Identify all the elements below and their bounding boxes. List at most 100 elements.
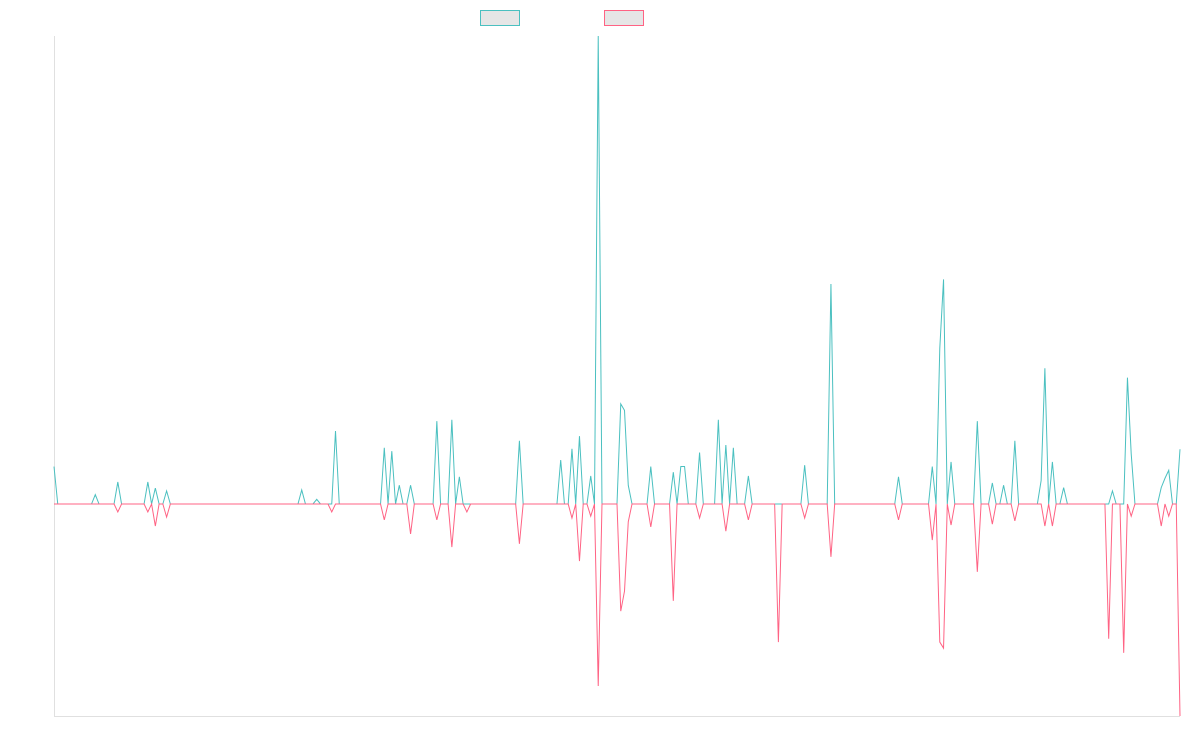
series-1-point-12[interactable]: [409, 484, 412, 487]
series-1-point-10[interactable]: [390, 450, 393, 453]
series-2-point-16[interactable]: [623, 590, 626, 593]
series-1-point-34[interactable]: [803, 464, 806, 467]
series-2-point-36[interactable]: [1107, 637, 1110, 640]
series-2-point-34[interactable]: [1043, 524, 1046, 527]
series-1-point-3[interactable]: [146, 481, 149, 484]
series-1-point-18[interactable]: [570, 447, 573, 450]
series-2-point-28[interactable]: [938, 641, 941, 644]
legend-item-series-1[interactable]: [480, 10, 520, 26]
series-2-point-26[interactable]: [897, 518, 900, 521]
series-1-point-13[interactable]: [435, 420, 438, 423]
series-2-point-24[interactable]: [803, 517, 806, 520]
series-2-point-32[interactable]: [991, 523, 994, 526]
series-2-point-12[interactable]: [578, 560, 581, 563]
series-1-point-47[interactable]: [1051, 460, 1054, 463]
series-1-point-11[interactable]: [398, 484, 401, 487]
series-2-point-14[interactable]: [597, 685, 600, 688]
series-1-point-23[interactable]: [623, 409, 626, 412]
series-1-point-44[interactable]: [1013, 439, 1016, 442]
series-1-point-48[interactable]: [1062, 486, 1065, 489]
series-2-point-0[interactable]: [116, 510, 119, 513]
series-1-point-26[interactable]: [672, 471, 675, 474]
series-1-point-4[interactable]: [154, 487, 157, 490]
series-2-point-21[interactable]: [724, 530, 727, 533]
series-2-point-17[interactable]: [627, 520, 630, 523]
series-2-point-25[interactable]: [829, 555, 832, 558]
series-2-point-4[interactable]: [330, 510, 333, 513]
series-1-point-9[interactable]: [383, 446, 386, 449]
series-2-point-41[interactable]: [1179, 715, 1182, 718]
series-2-point-11[interactable]: [570, 517, 573, 520]
series-2-point-35[interactable]: [1051, 524, 1054, 527]
series-2-point-9[interactable]: [465, 510, 468, 513]
series-1-point-45[interactable]: [1040, 479, 1043, 482]
series-1-point-38[interactable]: [938, 347, 941, 350]
series-1-point-6[interactable]: [300, 488, 303, 491]
series-1-point-46[interactable]: [1043, 367, 1046, 370]
series-2-point-33[interactable]: [1013, 519, 1016, 522]
series-1-point-8[interactable]: [334, 429, 337, 432]
series-2-point-29[interactable]: [942, 647, 945, 650]
series-1-point-28[interactable]: [683, 465, 686, 468]
series-1-point-24[interactable]: [627, 484, 630, 487]
series-2-point-2[interactable]: [154, 524, 157, 527]
series-1-point-16[interactable]: [518, 439, 521, 442]
series-1-point-5[interactable]: [165, 489, 168, 492]
series-1-point-42[interactable]: [991, 481, 994, 484]
series-1-point-49[interactable]: [1111, 489, 1114, 492]
series-2-point-31[interactable]: [976, 570, 979, 573]
series-1-point-22[interactable]: [619, 402, 622, 405]
series-1-point-43[interactable]: [1002, 484, 1005, 487]
series-1-point-27[interactable]: [679, 465, 682, 468]
series-2-point-18[interactable]: [649, 525, 652, 528]
series-1-point-15[interactable]: [458, 475, 461, 478]
series-1-point-37[interactable]: [931, 465, 934, 468]
series-1-point-51[interactable]: [1130, 452, 1133, 455]
series-1-point-50[interactable]: [1126, 376, 1129, 379]
series-2-point-38[interactable]: [1130, 515, 1133, 518]
series-1-point-35[interactable]: [829, 283, 832, 286]
series-1-point-21[interactable]: [597, 35, 600, 38]
series-1-point-25[interactable]: [649, 465, 652, 468]
series-2-point-15[interactable]: [619, 610, 622, 613]
series-2-point-6[interactable]: [409, 532, 412, 535]
series-2-point-22[interactable]: [747, 518, 750, 521]
series-1-point-41[interactable]: [976, 420, 979, 423]
series-1-point-36[interactable]: [897, 475, 900, 478]
series-2-point-20[interactable]: [698, 517, 701, 520]
series-2-point-1[interactable]: [146, 510, 149, 513]
series-2-point-3[interactable]: [165, 516, 168, 519]
legend-item-series-2[interactable]: [604, 10, 644, 26]
series-2-point-27[interactable]: [931, 539, 934, 542]
series-2-point-8[interactable]: [450, 546, 453, 549]
series-1-point-1[interactable]: [94, 493, 97, 496]
series-1-point-20[interactable]: [589, 474, 592, 477]
series-1-point-52[interactable]: [1160, 486, 1163, 489]
series-2-point-23[interactable]: [777, 641, 780, 644]
series-1-point-29[interactable]: [698, 451, 701, 454]
series-1-point-39[interactable]: [942, 278, 945, 281]
series-1-point-2[interactable]: [116, 481, 119, 484]
series-1-point-40[interactable]: [950, 460, 953, 463]
series-2-point-30[interactable]: [950, 524, 953, 527]
series-1-point-17[interactable]: [559, 459, 562, 462]
series-1-point-19[interactable]: [578, 435, 581, 438]
series-1-point-14[interactable]: [450, 418, 453, 421]
series-2-point-40[interactable]: [1167, 515, 1170, 518]
series-1-point-0[interactable]: [53, 465, 56, 468]
series-1-point-33[interactable]: [747, 474, 750, 477]
series-2-point-10[interactable]: [518, 542, 521, 545]
series-2-point-13[interactable]: [589, 515, 592, 518]
series-1-point-30[interactable]: [717, 418, 720, 421]
series-2-point-19[interactable]: [672, 599, 675, 602]
series-2-point-7[interactable]: [435, 518, 438, 521]
series-2-point-39[interactable]: [1160, 524, 1163, 527]
series-1-point-7[interactable]: [315, 498, 318, 501]
series-2-point-5[interactable]: [383, 518, 386, 521]
series-1-point-54[interactable]: [1167, 469, 1170, 472]
series-1-point-31[interactable]: [724, 444, 727, 447]
series-2-point-37[interactable]: [1122, 651, 1125, 654]
series-1-point-32[interactable]: [732, 446, 735, 449]
series-1-point-55[interactable]: [1179, 448, 1182, 451]
series-1-point-53[interactable]: [1163, 477, 1166, 480]
